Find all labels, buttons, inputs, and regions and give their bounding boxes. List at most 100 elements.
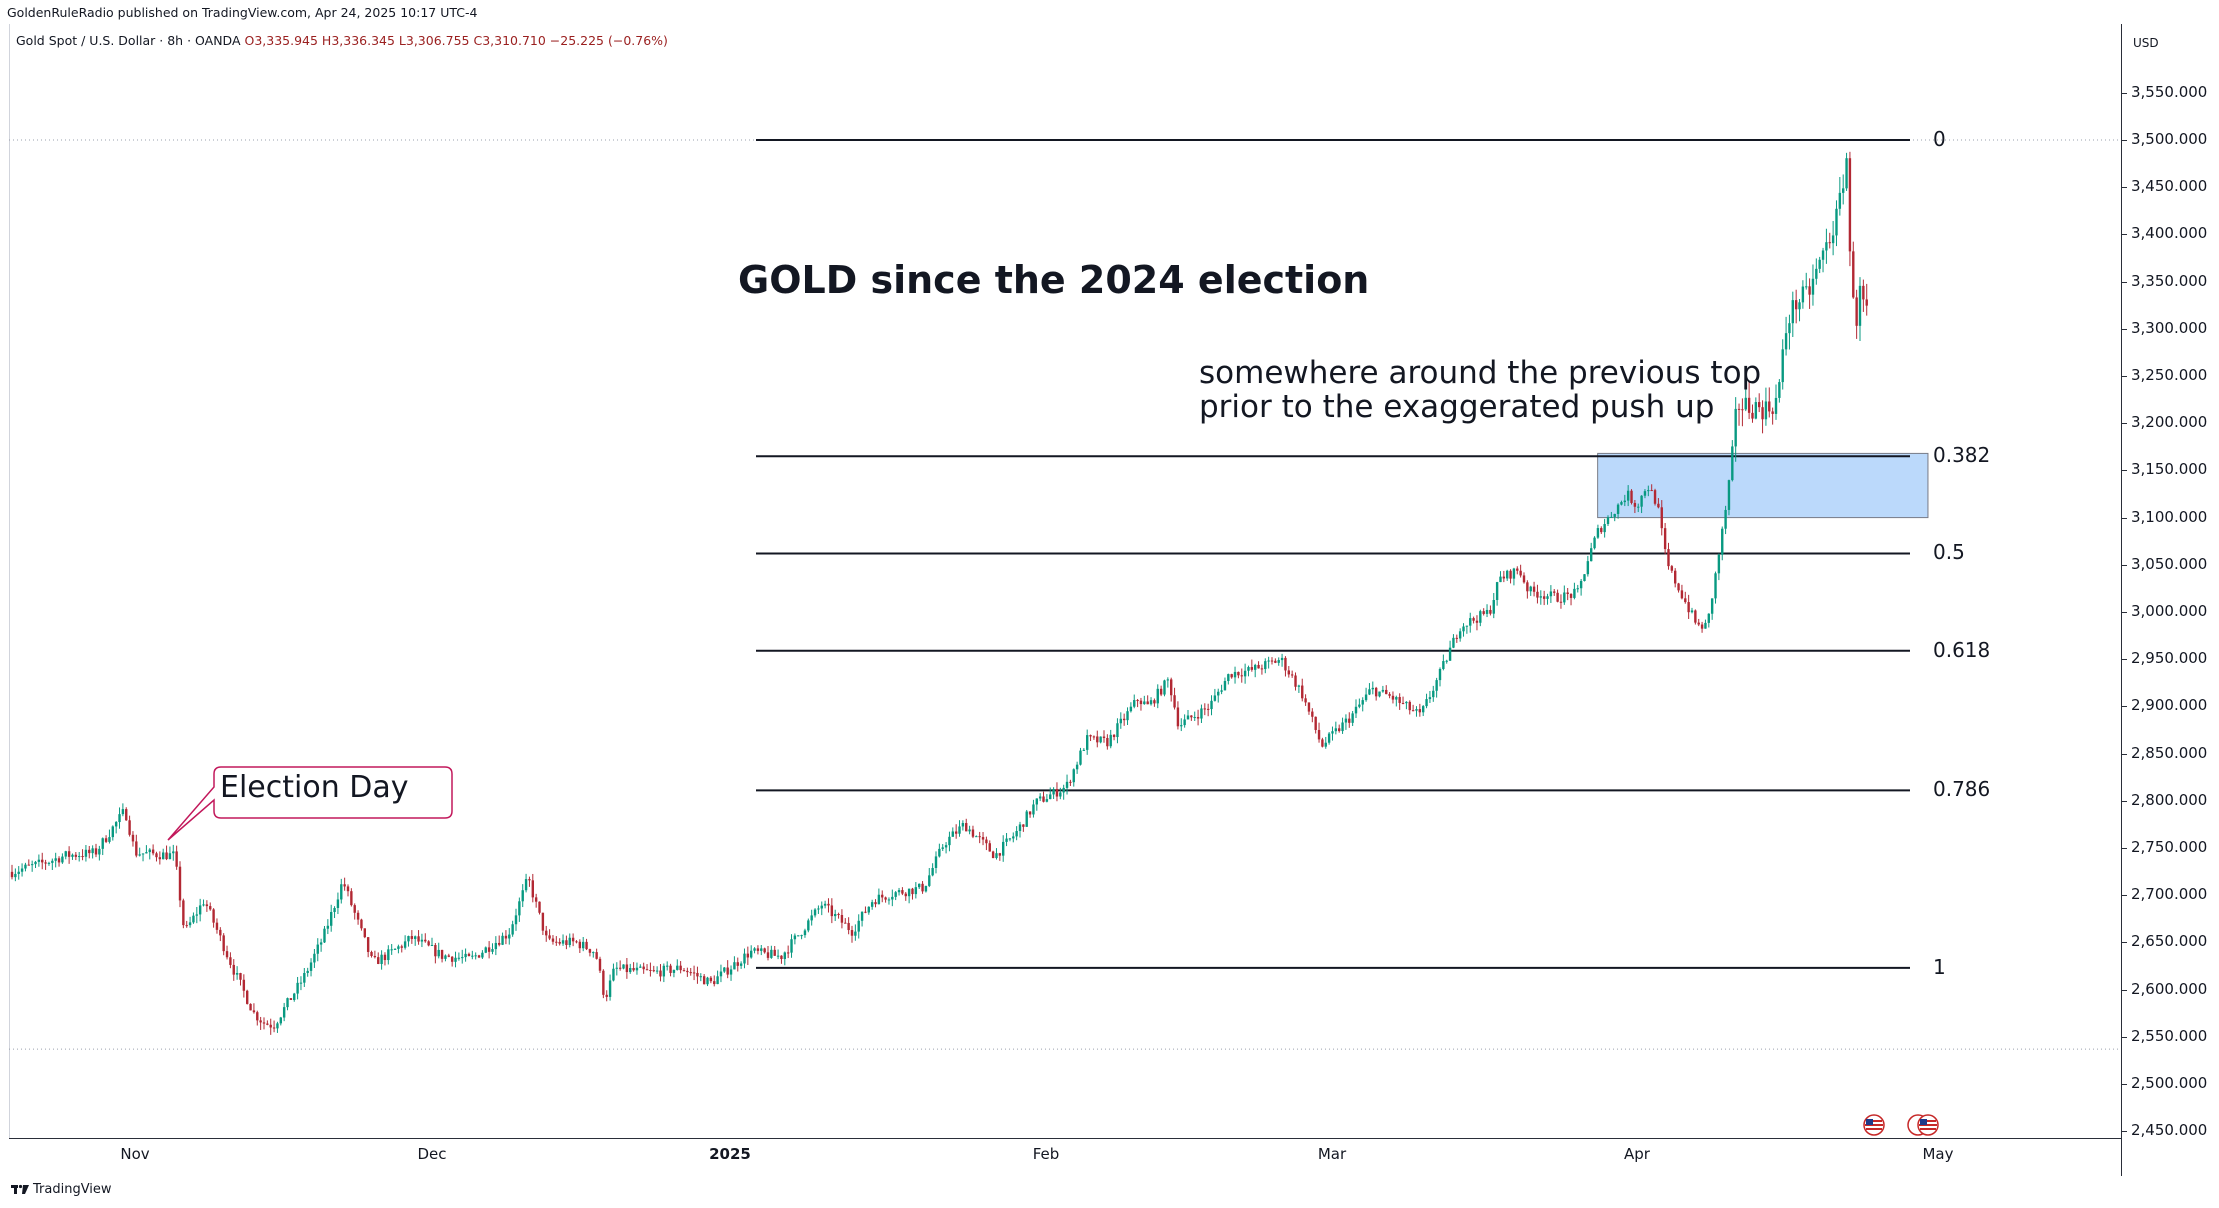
candle-body [1307,702,1311,712]
candle-body [88,849,91,854]
candle-body [135,841,138,856]
candle-body [588,949,592,953]
candle-body [393,948,397,950]
candle-body [726,967,729,975]
candle-body [306,970,309,973]
price-tick-label: 2,600.000 [2131,979,2208,998]
price-tick-label: 2,750.000 [2131,838,2208,856]
candle-body [340,884,343,900]
time-tick-label: Dec [417,1145,447,1163]
candle-body [968,829,971,832]
candle-body [1028,811,1032,815]
candle-body [1280,657,1284,661]
currency-label[interactable]: USD [2133,36,2159,50]
candle-body [195,914,198,916]
candle-body [840,915,844,923]
candle-body [1139,700,1143,705]
candle-body [1368,689,1371,695]
candle-body [222,935,225,952]
candle-body [823,903,827,906]
candle-body [1354,706,1358,714]
time-tick-label: May [1922,1145,1954,1163]
candle-body [834,914,837,917]
candle-body [98,848,101,855]
candle-body [417,936,420,942]
us-flag-icon[interactable] [1863,1114,1885,1136]
candle-body [1445,660,1448,662]
candle-body [1038,796,1042,799]
candle-body [551,938,555,942]
candle-body [1045,799,1049,802]
candle-body [303,972,306,983]
candle-body [172,851,175,854]
candle-body [319,942,323,945]
candle-body [1257,664,1260,669]
candle-body [1240,675,1243,677]
candle-body [568,937,571,945]
candle-body [555,941,558,943]
tradingview-footer[interactable]: TradingView [11,1182,112,1197]
candle-body [1102,736,1106,739]
fib-level-label: 0.382 [1933,443,1991,468]
price-tick-mark [2121,517,2127,519]
candle-body [716,976,719,985]
candle-body [370,951,373,956]
candle-body [353,905,356,913]
candle-body [128,820,131,835]
candle-body [1845,158,1848,189]
candle-body [605,994,608,997]
candle-body [1435,680,1438,691]
candle-body [914,887,918,895]
candle-body [1700,624,1704,629]
candle-body [548,935,551,939]
price-tick-label: 2,950.000 [2131,649,2208,668]
symbol-legend[interactable]: Gold Spot / U.S. Dollar · 8h · OANDA O3,… [16,33,668,48]
us-flag-icon[interactable] [1907,1114,1939,1136]
candle-body [1771,411,1774,414]
candle-body [14,873,17,878]
candle-body [985,839,988,844]
candle-body [1290,674,1294,676]
candle-body [373,955,377,958]
candle-body [1522,575,1526,583]
candle-body [316,944,319,954]
candle-body [202,904,205,906]
candle-body [682,970,686,972]
candle-body [582,941,585,949]
candle-body [437,949,440,957]
candle-body [635,967,639,971]
candle-body [1398,697,1401,703]
candle-body [817,908,820,910]
candle-body [1485,609,1489,614]
candle-body [692,972,696,974]
price-tick-mark [2121,564,2127,566]
candle-body [1301,685,1304,699]
candle-body [477,955,481,958]
candle-body [1129,706,1133,712]
candle-body [837,914,840,916]
candle-body [333,907,336,912]
publisher-line: GoldenRuleRadio published on TradingView… [7,5,478,20]
fib-level-label: 0.786 [1933,777,1991,802]
candle-body [1065,781,1069,788]
price-tick-label: 3,000.000 [2131,602,2208,620]
candle-body [481,952,484,958]
candle-body [1542,596,1546,599]
candle-body [1159,688,1163,695]
candle-body [686,970,689,973]
candle-body [1825,242,1828,251]
candle-body [524,879,528,891]
candle-body [296,982,299,994]
candle-body [108,837,111,842]
candle-body [702,976,706,985]
candle-body [1805,286,1808,288]
candle-body [1509,570,1512,579]
candle-body [1381,689,1385,692]
candle-body [434,945,437,957]
candle-body [629,968,632,973]
candle-body [1401,702,1405,704]
candle-body [454,957,457,962]
candle-body [1092,736,1096,738]
price-tick-label: 3,250.000 [2131,366,2208,384]
